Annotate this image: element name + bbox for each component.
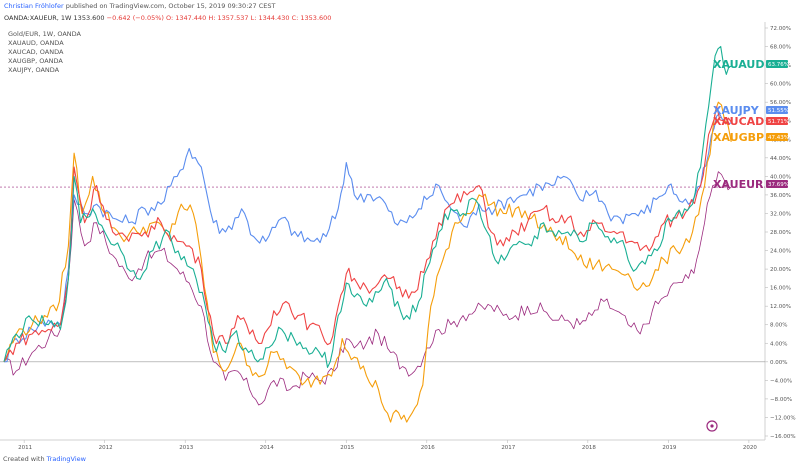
y-tick-label: −8.00% xyxy=(770,397,792,403)
y-tick-label: −16.00% xyxy=(770,434,796,440)
y-tick-label: 68.00% xyxy=(770,45,791,51)
x-tick-label: 2020 xyxy=(743,445,757,451)
x-tick-label: 2012 xyxy=(99,445,113,451)
x-tick-label: 2016 xyxy=(421,445,435,451)
ohlc-bar: OANDA:XAUEUR, 1W 1353.600 −0.642 (−0.05%… xyxy=(4,14,331,22)
badge-value-xaugbp: 47.43% xyxy=(768,135,789,141)
x-tick-label: 2013 xyxy=(179,445,193,451)
legend-item[interactable]: XAUAUD, OANDA xyxy=(8,39,64,47)
y-tick-label: 44.00% xyxy=(770,156,791,162)
y-tick-label: 20.00% xyxy=(770,267,791,273)
legend-item[interactable]: XAUGBP, OANDA xyxy=(8,57,63,65)
badge-xaujpy xyxy=(766,106,788,114)
legend-item[interactable]: Gold/EUR, 1W, OANDA xyxy=(8,30,81,38)
y-tick-label: 72.00% xyxy=(770,26,791,32)
legend-item[interactable]: XAUJPY, OANDA xyxy=(8,66,60,74)
footer-prefix: Created with xyxy=(3,455,45,463)
y-tick-label: −4.00% xyxy=(770,378,792,384)
reset-button[interactable] xyxy=(706,420,718,432)
y-tick-label: 28.00% xyxy=(770,230,791,236)
series-label-xaucad: XAUCAD xyxy=(713,115,764,128)
high-value: H: 1357.537 xyxy=(208,14,249,22)
close-value: C: 1353.600 xyxy=(291,14,332,22)
series-lines xyxy=(3,45,732,423)
badge-xaueur xyxy=(766,180,788,188)
badge-value-xauaud: 63.76% xyxy=(768,62,789,68)
y-tick-label: 56.00% xyxy=(770,100,791,106)
footer: Created with TradingView xyxy=(3,455,86,463)
tradingview-logo[interactable]: TradingView xyxy=(46,455,86,463)
low-value: L: 1344.430 xyxy=(250,14,290,22)
x-tick-label: 2015 xyxy=(340,445,354,451)
series-label-xaugbp: XAUGBP xyxy=(713,131,764,144)
series-line-xaugbp xyxy=(3,101,732,423)
badge-xaugbp xyxy=(766,133,788,141)
series-line-xaucad xyxy=(3,106,732,363)
y-tick-label: 16.00% xyxy=(770,286,791,292)
open-value: O: 1347.440 xyxy=(166,14,207,22)
y-tick-label: 24.00% xyxy=(770,249,791,255)
header: Christian Fröhlofer published on Trading… xyxy=(4,2,275,10)
author-link[interactable]: Christian Fröhlofer xyxy=(4,2,64,10)
y-tick-label: 0.00% xyxy=(770,360,787,366)
y-tick-label: 40.00% xyxy=(770,174,791,180)
change-value: −0.642 (−0.05%) xyxy=(106,14,164,22)
x-tick-label: 2017 xyxy=(501,445,515,451)
symbol: OANDA:XAUEUR, 1W xyxy=(4,14,72,22)
y-tick-label: 60.00% xyxy=(770,82,791,88)
y-ticks: 72.00%68.00%64.00%60.00%56.00%52.00%48.0… xyxy=(765,26,796,440)
series-label-xaujpy: XAUJPY xyxy=(713,104,760,117)
x-tick-label: 2019 xyxy=(662,445,676,451)
series-line-xaujpy xyxy=(3,112,732,363)
badge-value-xaujpy: 51.55% xyxy=(768,108,789,114)
legend: Gold/EUR, 1W, OANDA XAUAUD, OANDA XAUCAD… xyxy=(8,30,81,75)
x-ticks: 2011 2012 2013 2014 2015 2016 2017 2018 2019 2020 xyxy=(18,440,757,451)
badges: 37.69% 51.55% 47.43% 51.71% 63.76% xyxy=(766,60,789,188)
y-tick-label: 4.00% xyxy=(770,341,787,347)
x-tick-label: 2018 xyxy=(582,445,596,451)
published-text: published on TradingView.com, October 15… xyxy=(65,2,276,10)
x-tick-label: 2011 xyxy=(18,445,32,451)
badge-value-xaucad: 51.71% xyxy=(768,119,789,125)
y-tick-label: 8.00% xyxy=(770,323,787,329)
badge-xauaud xyxy=(766,60,788,68)
y-tick-label: −12.00% xyxy=(770,415,796,421)
series-label-xaueur: XAUEUR xyxy=(713,178,764,191)
badge-xaucad xyxy=(766,117,788,125)
x-tick-label: 2014 xyxy=(260,445,274,451)
series-labels: XAUEUR XAUJPY XAUGBP XAUCAD XAUAUD xyxy=(713,58,765,191)
badge-value-xaueur: 37.69% xyxy=(768,182,789,188)
last-price: 1353.600 xyxy=(73,14,105,22)
series-label-xauaud: XAUAUD xyxy=(713,58,765,71)
legend-item[interactable]: XAUCAD, OANDA xyxy=(8,48,64,56)
y-tick-label: 32.00% xyxy=(770,211,791,217)
y-tick-label: 12.00% xyxy=(770,304,791,310)
series-line-xauaud xyxy=(3,45,732,368)
series-line-xaueur xyxy=(3,171,732,406)
y-tick-label: 36.00% xyxy=(770,193,791,199)
